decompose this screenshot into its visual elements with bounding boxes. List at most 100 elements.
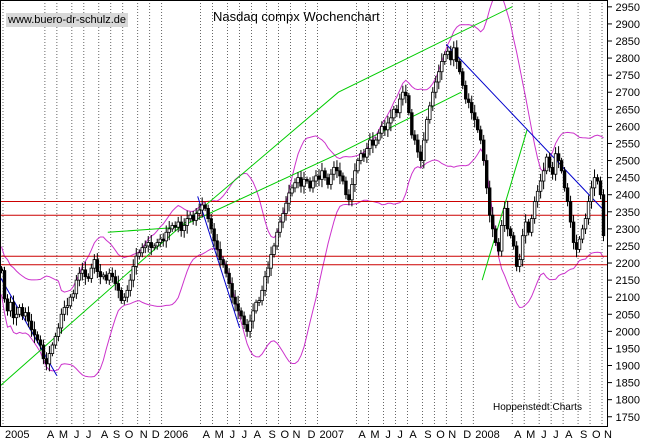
x-tick-label: S	[113, 429, 120, 441]
candle-body	[523, 221, 528, 237]
x-tick-label: M	[370, 429, 379, 441]
bollinger-lower	[1, 148, 604, 378]
candle-body	[140, 247, 144, 254]
candle	[499, 219, 504, 257]
candle	[526, 218, 531, 236]
x-tick-label: A	[565, 429, 573, 441]
candle	[431, 87, 435, 112]
candle	[473, 104, 477, 128]
candle-body	[356, 160, 360, 172]
candle-body	[122, 296, 126, 302]
candle-body	[473, 112, 477, 120]
candle	[514, 241, 519, 272]
candle-body	[505, 207, 510, 230]
candle	[2, 266, 7, 303]
candle-body	[401, 91, 405, 100]
candle-body	[35, 334, 40, 341]
y-tick-label: 2700	[616, 87, 640, 99]
candle	[290, 184, 294, 197]
candle	[215, 233, 219, 257]
candle	[583, 213, 588, 234]
candle	[556, 146, 561, 169]
candle	[110, 267, 115, 283]
candle	[511, 231, 516, 250]
candle-body	[263, 276, 267, 291]
x-tick-label: J	[242, 429, 248, 441]
candle	[455, 40, 459, 70]
candle-body	[586, 201, 591, 220]
candle-body	[422, 139, 426, 161]
candle-body	[544, 156, 549, 172]
candle	[38, 335, 43, 350]
x-tick-label: S	[580, 429, 587, 441]
x-tick-label: A	[47, 429, 55, 441]
candle	[335, 160, 339, 178]
candle-body	[254, 301, 258, 312]
candle	[185, 210, 189, 234]
candle-body	[359, 153, 363, 161]
candle	[257, 296, 261, 307]
candle-body	[550, 166, 555, 175]
candle-body	[437, 71, 441, 83]
candle	[598, 176, 603, 200]
candle	[586, 195, 591, 225]
candle	[532, 196, 537, 224]
candle	[206, 204, 210, 223]
y-tick-label: 1900	[616, 361, 640, 373]
candle	[8, 296, 13, 317]
candle-body	[221, 259, 225, 266]
candle-body	[59, 313, 64, 329]
candle-body	[308, 180, 312, 189]
candle	[131, 259, 135, 288]
candle-body	[71, 293, 76, 298]
candle	[562, 167, 567, 192]
candle-body	[440, 61, 444, 73]
candle	[41, 339, 46, 365]
candle	[464, 80, 468, 104]
source-label: Hoppenstedt Charts	[493, 402, 582, 413]
x-tick-label: O	[436, 429, 445, 441]
candle	[26, 306, 31, 328]
candle	[278, 216, 282, 238]
candle	[326, 173, 330, 189]
candle-body	[371, 139, 375, 146]
candle	[218, 241, 222, 268]
candle	[308, 177, 312, 192]
y-tick-label: 2300	[616, 224, 640, 236]
candle-body	[299, 177, 303, 187]
candle-body	[508, 228, 513, 237]
candle	[194, 208, 198, 226]
x-tick-label: S	[424, 429, 431, 441]
candle-body	[116, 283, 121, 291]
candle-body	[601, 194, 606, 237]
x-tick-label: J	[230, 429, 236, 441]
candle	[574, 234, 579, 258]
y-tick-label: 2000	[616, 326, 640, 338]
candle	[149, 235, 153, 256]
candle	[383, 120, 387, 136]
candle-body	[179, 221, 183, 231]
candle	[601, 189, 606, 242]
candle	[224, 260, 228, 278]
y-tick-label: 1800	[616, 395, 640, 407]
candle	[580, 224, 585, 244]
candle-body	[170, 225, 174, 230]
candle-body	[197, 209, 201, 214]
x-tick-label: O	[592, 429, 601, 441]
y-tick-label: 2450	[616, 173, 640, 185]
candle	[47, 346, 52, 372]
candle	[212, 223, 216, 247]
y-tick-label: 2350	[616, 207, 640, 219]
x-tick-label: J	[397, 429, 403, 441]
candle-body	[47, 353, 52, 365]
candle-body	[458, 61, 462, 73]
candle-body	[239, 310, 243, 317]
y-tick-label: 2400	[616, 190, 640, 202]
candle	[128, 273, 132, 297]
candle-body	[227, 272, 231, 284]
candle	[230, 277, 234, 304]
candle-body	[113, 276, 118, 284]
candle-body	[407, 95, 411, 114]
candle-body	[568, 201, 573, 223]
candle	[323, 167, 327, 181]
